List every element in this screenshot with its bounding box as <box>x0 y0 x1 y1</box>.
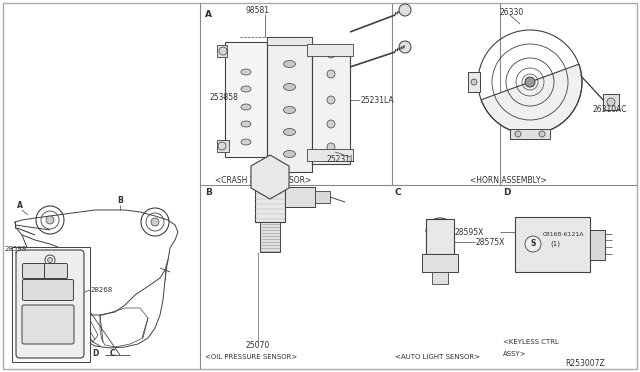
Circle shape <box>399 41 411 53</box>
Wedge shape <box>481 64 582 134</box>
Text: C: C <box>395 187 402 196</box>
Text: 28599: 28599 <box>5 246 28 252</box>
Ellipse shape <box>241 69 251 75</box>
Circle shape <box>258 165 282 189</box>
Ellipse shape <box>284 106 296 113</box>
Circle shape <box>46 216 54 224</box>
Bar <box>285 187 315 207</box>
Text: R253007Z: R253007Z <box>565 359 605 369</box>
Bar <box>267 37 312 45</box>
Bar <box>307 149 353 161</box>
FancyBboxPatch shape <box>16 250 84 358</box>
Bar <box>468 72 480 92</box>
Bar <box>255 177 285 222</box>
Bar <box>217 45 227 57</box>
Circle shape <box>539 131 545 137</box>
Circle shape <box>45 255 55 265</box>
Ellipse shape <box>241 86 251 92</box>
FancyBboxPatch shape <box>45 263 67 279</box>
Circle shape <box>47 257 52 263</box>
Circle shape <box>471 79 477 85</box>
Ellipse shape <box>241 139 251 145</box>
Text: <KEYLESS CTRL: <KEYLESS CTRL <box>503 339 559 345</box>
Text: 253858: 253858 <box>209 93 238 102</box>
Text: [trunk]: [trunk] <box>37 321 59 327</box>
Bar <box>603 94 619 110</box>
Text: ASSY>: ASSY> <box>503 351 527 357</box>
Bar <box>225 42 267 157</box>
Text: 98581: 98581 <box>246 6 270 15</box>
Circle shape <box>327 70 335 78</box>
Text: b: b <box>54 268 58 274</box>
Text: C: C <box>110 349 116 357</box>
Circle shape <box>218 142 226 150</box>
Circle shape <box>327 50 335 58</box>
Polygon shape <box>251 155 289 199</box>
Bar <box>315 191 330 203</box>
Text: [car]: [car] <box>42 288 54 292</box>
Text: a: a <box>32 268 36 274</box>
Text: A: A <box>205 10 212 19</box>
Text: 25231LA: 25231LA <box>361 96 395 105</box>
Text: <AUTO LIGHT SENSOR>: <AUTO LIGHT SENSOR> <box>395 354 480 360</box>
Bar <box>267 37 312 172</box>
Ellipse shape <box>241 104 251 110</box>
Text: 26330: 26330 <box>500 7 524 16</box>
Circle shape <box>399 4 411 16</box>
Bar <box>426 219 454 254</box>
FancyBboxPatch shape <box>22 279 74 301</box>
Circle shape <box>327 143 335 151</box>
Bar <box>307 44 353 56</box>
Text: B: B <box>205 187 212 196</box>
Ellipse shape <box>284 128 296 135</box>
Bar <box>12 247 90 362</box>
Text: A: A <box>17 201 23 209</box>
Text: S: S <box>531 240 536 248</box>
Circle shape <box>525 77 535 87</box>
Text: 28595X: 28595X <box>455 228 484 237</box>
FancyBboxPatch shape <box>22 305 74 344</box>
Text: <OIL PRESSURE SENSOR>: <OIL PRESSURE SENSOR> <box>205 354 297 360</box>
Text: D: D <box>503 187 511 196</box>
Bar <box>432 272 448 284</box>
Text: B: B <box>117 196 123 205</box>
Circle shape <box>327 120 335 128</box>
Bar <box>590 230 605 260</box>
Bar <box>515 217 590 272</box>
Ellipse shape <box>284 61 296 67</box>
Ellipse shape <box>284 83 296 90</box>
Bar <box>422 254 458 272</box>
Text: 25231L: 25231L <box>327 154 355 164</box>
Text: (1): (1) <box>550 241 560 247</box>
Text: 26310AC: 26310AC <box>593 105 627 113</box>
Text: 28575X: 28575X <box>476 237 506 247</box>
Text: D: D <box>92 349 99 357</box>
Bar <box>260 222 280 252</box>
Circle shape <box>219 47 227 55</box>
Circle shape <box>525 236 541 252</box>
Bar <box>510 129 550 139</box>
FancyBboxPatch shape <box>22 263 45 279</box>
Ellipse shape <box>241 121 251 127</box>
Bar <box>312 46 350 164</box>
Text: 25070: 25070 <box>246 340 270 350</box>
Bar <box>217 140 229 152</box>
Circle shape <box>515 131 521 137</box>
Circle shape <box>607 98 615 106</box>
Circle shape <box>327 96 335 104</box>
Text: <HORN ASSEMBLY>: <HORN ASSEMBLY> <box>470 176 547 185</box>
Ellipse shape <box>284 151 296 157</box>
Text: 08168-6121A: 08168-6121A <box>543 231 584 237</box>
Text: <CRASH ZONE SENSOR>: <CRASH ZONE SENSOR> <box>215 176 311 185</box>
Circle shape <box>151 218 159 226</box>
Text: 28268: 28268 <box>91 287 113 293</box>
